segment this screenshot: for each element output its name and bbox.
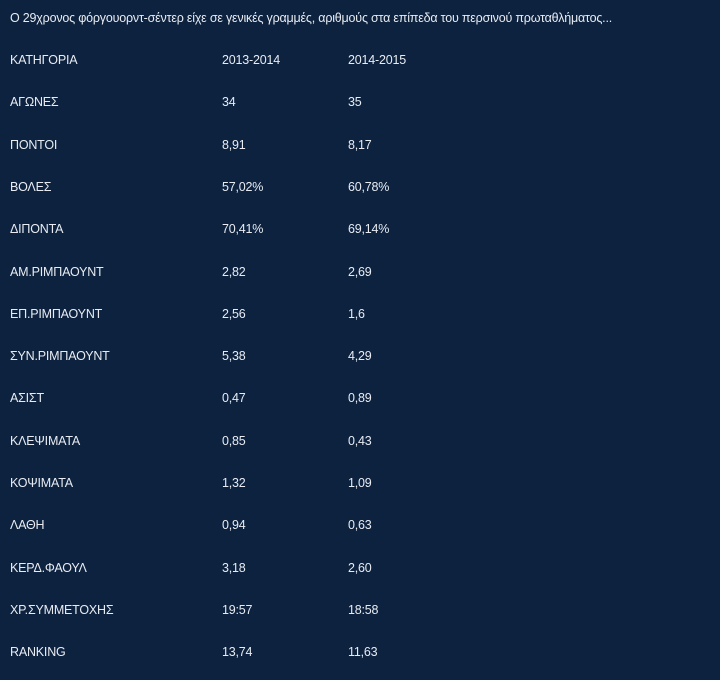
- cell: 2,60: [348, 560, 372, 575]
- row-label: ΔΙΠΟΝΤΑ: [10, 222, 64, 237]
- cell: 8,17: [348, 137, 372, 152]
- header-cell: 2013-2014: [222, 53, 280, 67]
- cell: 8,91: [222, 137, 246, 152]
- header-cell: ΚΑΤΗΓΟΡΙΑ: [10, 53, 78, 67]
- row-label: RANKING: [10, 645, 66, 660]
- row-label: ΚΟΨΙΜΑΤΑ: [10, 476, 73, 490]
- cell: 1,32: [222, 476, 246, 490]
- row-label: ΠΟΝΤΟΙ: [10, 137, 58, 152]
- cell: 0,63: [348, 518, 372, 533]
- cell: 57,02%: [222, 179, 264, 194]
- cell: 60,78%: [348, 179, 390, 194]
- intro-text: Ο 29χρονος φόργουορντ-σέντερ είχε σε γεν…: [10, 11, 612, 25]
- row-label: ΣΥΝ.ΡΙΜΠΑΟΥΝΤ: [10, 349, 110, 364]
- cell: 34: [222, 95, 236, 110]
- cell: 69,14%: [348, 222, 390, 237]
- cell: 0,94: [222, 518, 246, 533]
- row-label: ΒΟΛΕΣ: [10, 179, 52, 194]
- cell: 0,89: [348, 391, 372, 406]
- cell: 18:58: [348, 602, 379, 617]
- cell: 2,69: [348, 264, 372, 279]
- row-label: ΧΡ.ΣΥΜΜΕΤΟΧΗΣ: [10, 602, 114, 617]
- cell: 19:57: [222, 602, 253, 617]
- cell: 3,18: [222, 560, 246, 575]
- header-cell: 2014-2015: [348, 53, 406, 67]
- row-label: ΚΛΕΨΙΜΑΤΑ: [10, 433, 81, 448]
- cell: 0,47: [222, 391, 246, 406]
- cell: 2,56: [222, 306, 246, 321]
- cell: 5,38: [222, 349, 246, 364]
- row-label: ΑΣΙΣΤ: [10, 391, 44, 406]
- cell: 70,41%: [222, 222, 264, 237]
- cell: 11,63: [348, 645, 378, 660]
- cell: 0,85: [222, 433, 246, 448]
- cell: 35: [348, 95, 362, 110]
- cell: 2,82: [222, 264, 246, 279]
- row-label: ΚΕΡΔ.ΦΑΟΥΛ: [10, 560, 87, 575]
- row-label: ΕΠ.ΡΙΜΠΑΟΥΝΤ: [10, 306, 103, 321]
- row-label: ΑΓΩΝΕΣ: [10, 95, 59, 110]
- cell: 4,29: [348, 349, 372, 364]
- row-label: ΑΜ.ΡΙΜΠΑΟΥΝΤ: [10, 264, 104, 279]
- cell: 13,74: [222, 645, 253, 660]
- row-label: ΛΑΘΗ: [10, 518, 45, 533]
- cell: 1,6: [348, 306, 365, 321]
- cell: 0,43: [348, 433, 372, 448]
- cell: 1,09: [348, 476, 372, 490]
